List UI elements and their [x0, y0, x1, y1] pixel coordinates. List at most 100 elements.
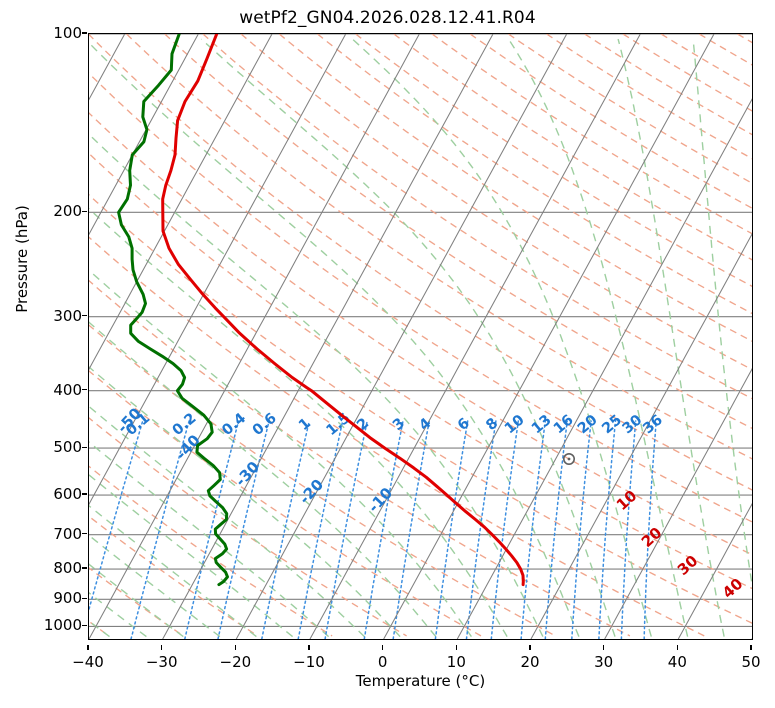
- dry-adiabat-line: [737, 34, 752, 44]
- y-tick-mark: [82, 597, 87, 600]
- y-tick-label: 300: [53, 306, 82, 325]
- y-tick-mark: [82, 624, 87, 627]
- isotherm-line: [89, 34, 347, 506]
- isotherm-line: [309, 34, 641, 639]
- isotherm-line: [383, 34, 715, 639]
- isotherm-labels: -100-90-80-70-60-50-40-30-20-10: [113, 404, 396, 516]
- moist-adiabat-line: [692, 39, 752, 589]
- lcl-marker: [562, 452, 575, 465]
- x-tick-mark: [676, 645, 679, 650]
- dry-adiabat-line: [89, 620, 110, 637]
- dry-adiabat-line: [89, 370, 482, 637]
- x-tick-label: −30: [145, 653, 178, 671]
- mixing-ratio-line: [261, 420, 311, 639]
- moist-adiabat-line: [89, 591, 147, 638]
- mixing-ratio-line: [130, 420, 190, 639]
- moist-adiabat-line: [89, 366, 401, 638]
- dry-adiabat-line: [469, 34, 752, 209]
- x-tick-mark: [750, 645, 752, 650]
- mixing-ratio-label: 3: [390, 415, 408, 434]
- y-tick-label: 1000: [43, 616, 82, 635]
- mixing-ratio-label: 0.6: [250, 410, 280, 439]
- mixing-ratio-line: [89, 420, 144, 613]
- y-tick-label: 900: [53, 589, 82, 608]
- profile-line: [117, 34, 229, 587]
- theta-e-label: 20: [638, 524, 666, 551]
- mixing-ratio-line: [544, 420, 568, 639]
- dry-adiabat-line: [126, 34, 752, 460]
- isotherm-line: [677, 503, 752, 639]
- isotherm-line: [235, 34, 568, 639]
- dry-adiabat-line: [508, 34, 752, 184]
- x-tick-mark: [455, 645, 458, 650]
- mixing-ratio-lines: [89, 420, 657, 639]
- mixing-ratio-label: 4: [416, 415, 434, 434]
- x-tick-label: 10: [446, 653, 466, 671]
- dry-adiabat-line: [546, 34, 752, 160]
- mixing-ratio-label: 0.4: [219, 410, 249, 439]
- x-tick-label: 40: [667, 653, 687, 671]
- x-tick-mark: [161, 645, 163, 650]
- moist-adiabat-line: [89, 474, 294, 638]
- mixing-ratio-line: [434, 420, 469, 639]
- theta-e-label: 30: [674, 552, 702, 579]
- x-tick-mark: [234, 645, 237, 650]
- moist-adiabat-line: [200, 38, 616, 637]
- x-tick-mark: [382, 645, 384, 650]
- mixing-ratio-line: [324, 420, 368, 639]
- x-tick-label: 50: [741, 653, 761, 671]
- y-tick-mark: [82, 210, 87, 213]
- y-tick-label: 500: [53, 438, 82, 457]
- theta-e-label: 40: [719, 575, 747, 602]
- x-tick-mark: [87, 645, 89, 650]
- y-tick-label: 700: [53, 524, 82, 543]
- x-axis-label: Temperature (°C): [355, 672, 486, 690]
- moist-adiabat-lines: [89, 38, 752, 638]
- dry-adiabat-line: [89, 279, 631, 637]
- mixing-ratio-label: 0.2: [170, 410, 200, 439]
- x-tick-label: 20: [520, 653, 540, 671]
- dry-adiabat-line: [698, 34, 752, 66]
- mixing-ratio-line: [297, 420, 344, 639]
- y-tick-mark: [82, 32, 87, 34]
- mixing-ratio-line: [520, 420, 547, 639]
- mixing-ratio-line: [465, 420, 497, 639]
- isotherm-line: [456, 98, 752, 639]
- dry-adiabat-line: [89, 515, 259, 637]
- dry-adiabat-line: [660, 34, 752, 89]
- dry-adiabat-line: [431, 34, 752, 235]
- y-tick-mark: [82, 446, 87, 448]
- moist-adiabat-line: [89, 133, 544, 637]
- temperature-profile: [161, 34, 525, 587]
- mixing-ratio-label: 1: [296, 415, 314, 434]
- y-tick-mark: [82, 567, 87, 569]
- dry-adiabat-line: [89, 417, 407, 637]
- x-axis-ticks: −40 −30 −20 −10 0 10 20 30 40 50: [72, 645, 761, 671]
- dry-adiabat-line: [393, 34, 752, 261]
- dry-adiabat-line: [89, 72, 752, 523]
- dry-adiabat-line: [89, 34, 752, 491]
- moist-adiabat-line: [508, 38, 689, 637]
- x-tick-mark: [603, 645, 605, 650]
- x-tick-mark: [308, 645, 310, 650]
- mixing-ratio-label: 16: [551, 412, 577, 437]
- y-tick-label: 800: [53, 559, 82, 578]
- mixing-ratio-label: 8: [483, 415, 501, 434]
- dewpoint-profile: [117, 34, 229, 587]
- y-tick-label: 200: [53, 202, 82, 221]
- lcl-dot: [567, 457, 571, 461]
- isotherm-line: [162, 34, 494, 639]
- dry-adiabat-line: [89, 324, 556, 637]
- y-tick-label: 600: [53, 485, 82, 503]
- profile-line: [161, 34, 525, 587]
- y-tick-label: 400: [53, 380, 82, 399]
- y-tick-mark: [82, 389, 87, 391]
- mixing-ratio-line: [643, 420, 657, 639]
- x-tick-label: −20: [219, 653, 252, 671]
- y-axis-ticks: 100 200 300 400 500 600 700 800 900 1000: [8, 24, 87, 640]
- moist-adiabat-line: [89, 504, 257, 638]
- dry-adiabat-line: [584, 34, 752, 136]
- chart-title: wetPf2_GN04.2026.028.12.41.R04: [239, 8, 536, 28]
